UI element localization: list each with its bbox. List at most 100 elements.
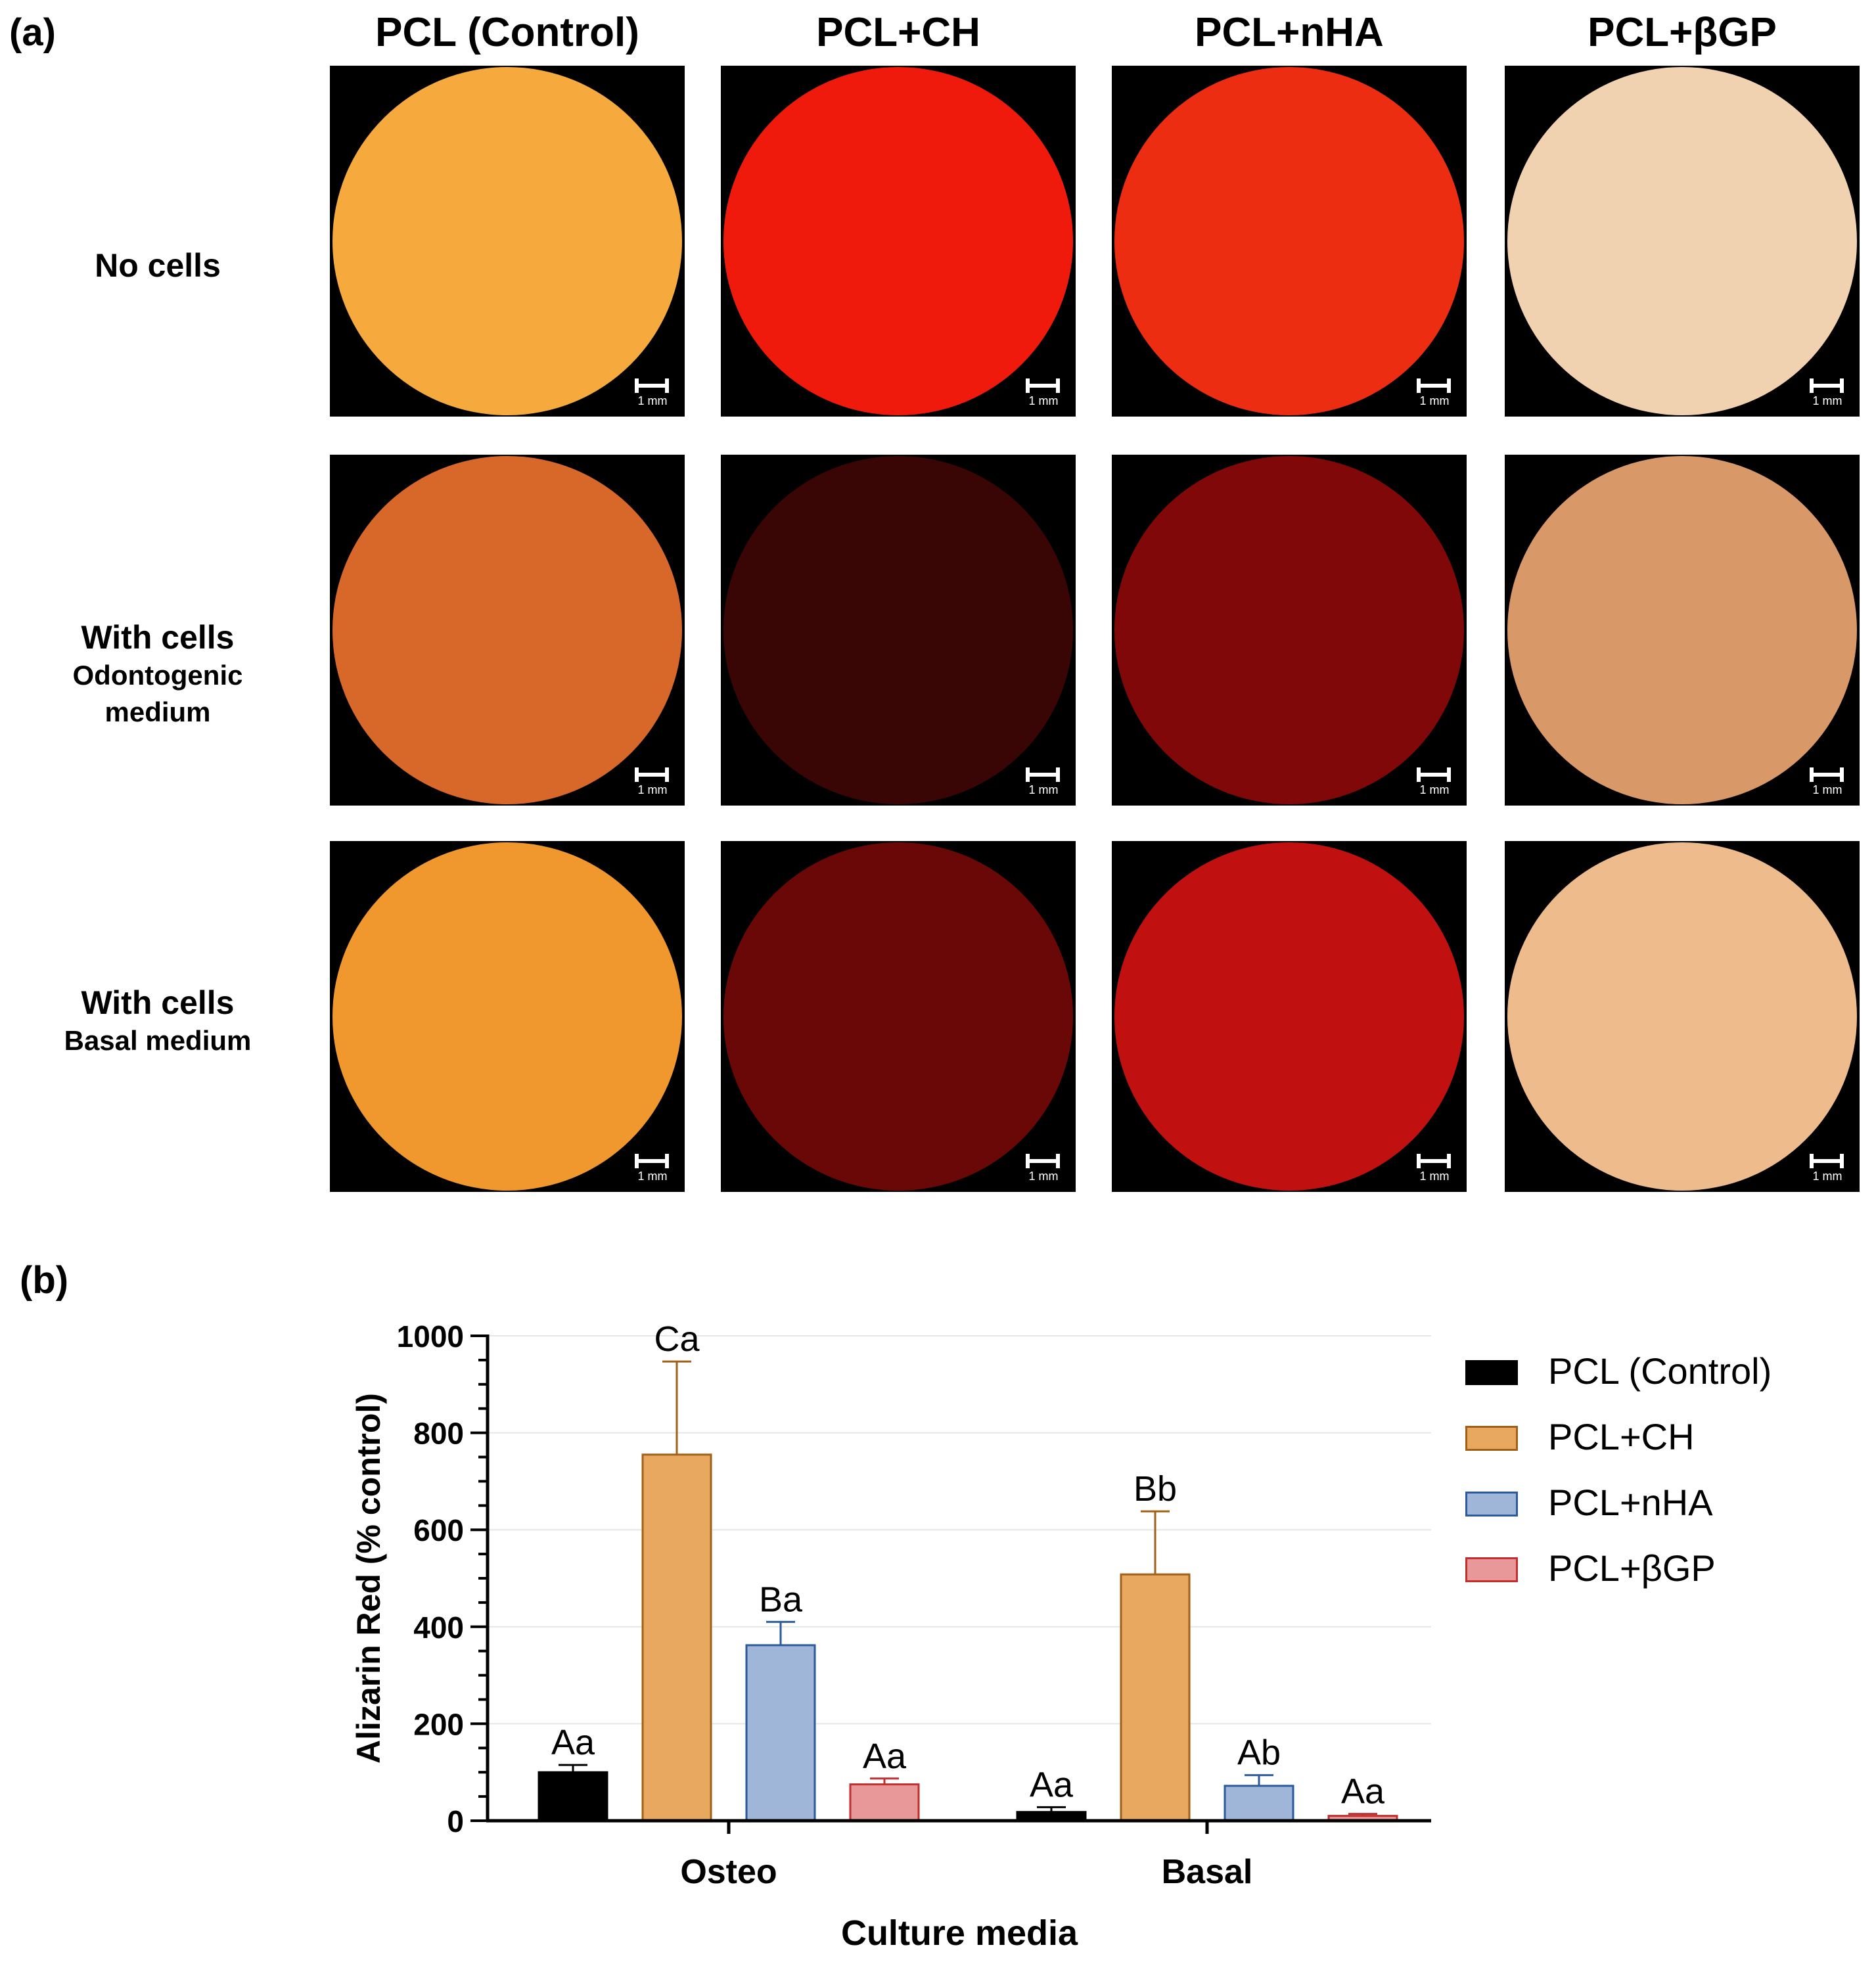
legend-label: PCL+βGP <box>1548 1547 1716 1589</box>
scale-bar-label: 1 mm <box>1419 783 1450 796</box>
scale-bar-line <box>1810 378 1844 393</box>
scaffold-disc <box>1507 842 1857 1191</box>
panel-b-label: (b) <box>20 1259 69 1302</box>
significance-label: Aa <box>863 1737 907 1776</box>
scale-bar: 1 mm <box>1411 1152 1457 1184</box>
scaffold-disc <box>332 456 682 804</box>
row-label-odontogenic: With cells Odontogenic medium <box>39 618 276 731</box>
scaffold-disc <box>723 67 1073 415</box>
micrograph-no-cells-pcl-bgp: 1 mm <box>1505 66 1860 417</box>
micrograph-odontogenic-pcl-control: 1 mm <box>330 455 685 806</box>
row-label-no-cells: No cells <box>39 246 276 285</box>
y-axis-label: Alizarin Red (% control) <box>350 1393 387 1764</box>
legend-label: PCL (Control) <box>1548 1350 1772 1392</box>
significance-label: Aa <box>1030 1765 1074 1804</box>
legend-swatch <box>1465 1360 1518 1385</box>
scale-bar: 1 mm <box>1020 1152 1066 1184</box>
y-tick-label: 400 <box>413 1610 464 1645</box>
scale-bar-label: 1 mm <box>1812 1170 1842 1183</box>
bar <box>745 1644 816 1822</box>
row-label-basal-line2: Basal medium <box>64 1025 252 1056</box>
scale-bar-line <box>1417 1154 1451 1168</box>
x-axis-label: Culture media <box>841 1913 1078 1953</box>
micrograph-no-cells-pcl-control: 1 mm <box>330 66 685 417</box>
y-tick-label: 1000 <box>397 1319 464 1354</box>
y-tick-label: 800 <box>413 1417 464 1451</box>
significance-label: Ca <box>654 1319 700 1359</box>
scale-bar-line <box>1026 767 1060 782</box>
micrograph-basal-pcl-ch: 1 mm <box>721 841 1076 1192</box>
scale-bar: 1 mm <box>1411 377 1457 409</box>
scale-bar: 1 mm <box>1804 766 1850 798</box>
scale-bar: 1 mm <box>1020 766 1066 798</box>
significance-label: Bb <box>1133 1469 1177 1509</box>
significance-label: Ba <box>759 1580 803 1619</box>
row-label-odontogenic-line1: With cells <box>81 619 235 656</box>
significance-label: Aa <box>551 1723 595 1762</box>
column-header-pcl-ch: PCL+CH <box>816 10 980 55</box>
scale-bar-line <box>635 767 669 782</box>
scale-bar-label: 1 mm <box>637 1170 668 1183</box>
scale-bar-label: 1 mm <box>1419 394 1450 407</box>
micrograph-odontogenic-pcl-nha: 1 mm <box>1112 455 1467 806</box>
micrograph-basal-pcl-nha: 1 mm <box>1112 841 1467 1192</box>
legend-swatch <box>1465 1426 1518 1451</box>
scale-bar-line <box>1417 767 1451 782</box>
legend-label: PCL+CH <box>1548 1416 1695 1457</box>
scaffold-disc <box>723 456 1073 804</box>
scale-bar: 1 mm <box>629 377 675 409</box>
scale-bar-line <box>1026 1154 1060 1168</box>
column-header-pcl-control: PCL (Control) <box>375 10 639 55</box>
scale-bar: 1 mm <box>1804 1152 1850 1184</box>
significance-label: Ab <box>1237 1733 1281 1773</box>
row-label-odontogenic-line2: Odontogenic <box>72 660 243 691</box>
legend-swatch <box>1465 1492 1518 1517</box>
micrograph-odontogenic-pcl-bgp: 1 mm <box>1505 455 1860 806</box>
bar <box>538 1771 608 1822</box>
micrograph-no-cells-pcl-nha: 1 mm <box>1112 66 1467 417</box>
panel-a-label: (a) <box>9 11 56 54</box>
micrograph-odontogenic-pcl-ch: 1 mm <box>721 455 1076 806</box>
bar <box>849 1783 920 1822</box>
x-tick-label: Basal <box>1162 1853 1253 1891</box>
scale-bar: 1 mm <box>629 1152 675 1184</box>
scale-bar-line <box>1810 767 1844 782</box>
scale-bar: 1 mm <box>629 766 675 798</box>
scale-bar: 1 mm <box>1020 377 1066 409</box>
scaffold-disc <box>1114 456 1464 804</box>
scaffold-disc <box>723 842 1073 1191</box>
scale-bar-label: 1 mm <box>637 783 668 796</box>
scale-bar-line <box>1026 378 1060 393</box>
bar <box>1120 1573 1191 1822</box>
row-label-odontogenic-line3: medium <box>104 696 211 727</box>
y-tick-label: 0 <box>447 1804 464 1838</box>
micrograph-basal-pcl-bgp: 1 mm <box>1505 841 1860 1192</box>
column-header-pcl-nha: PCL+nHA <box>1195 10 1384 55</box>
scale-bar-label: 1 mm <box>637 394 668 407</box>
row-label-basal-line1: With cells <box>81 984 235 1021</box>
scaffold-disc <box>332 842 682 1191</box>
legend-label: PCL+nHA <box>1548 1482 1713 1523</box>
scaffold-disc <box>1114 842 1464 1191</box>
micrograph-no-cells-pcl-ch: 1 mm <box>721 66 1076 417</box>
legend-swatch <box>1465 1557 1518 1582</box>
scaffold-disc <box>332 67 682 415</box>
scale-bar: 1 mm <box>1804 377 1850 409</box>
scale-bar-line <box>635 378 669 393</box>
scale-bar-label: 1 mm <box>1812 394 1842 407</box>
y-tick-label: 600 <box>413 1513 464 1547</box>
scale-bar-line <box>1417 378 1451 393</box>
row-label-no-cells-line1: No cells <box>95 247 221 284</box>
bar <box>641 1453 712 1822</box>
scale-bar: 1 mm <box>1411 766 1457 798</box>
scaffold-disc <box>1507 67 1857 415</box>
bar <box>1224 1785 1294 1822</box>
micrograph-basal-pcl-control: 1 mm <box>330 841 685 1192</box>
scale-bar-label: 1 mm <box>1028 783 1059 796</box>
scaffold-disc <box>1507 456 1857 804</box>
scale-bar-label: 1 mm <box>1812 783 1842 796</box>
scale-bar-label: 1 mm <box>1028 1170 1059 1183</box>
y-tick-label: 200 <box>413 1707 464 1741</box>
scale-bar-label: 1 mm <box>1028 394 1059 407</box>
